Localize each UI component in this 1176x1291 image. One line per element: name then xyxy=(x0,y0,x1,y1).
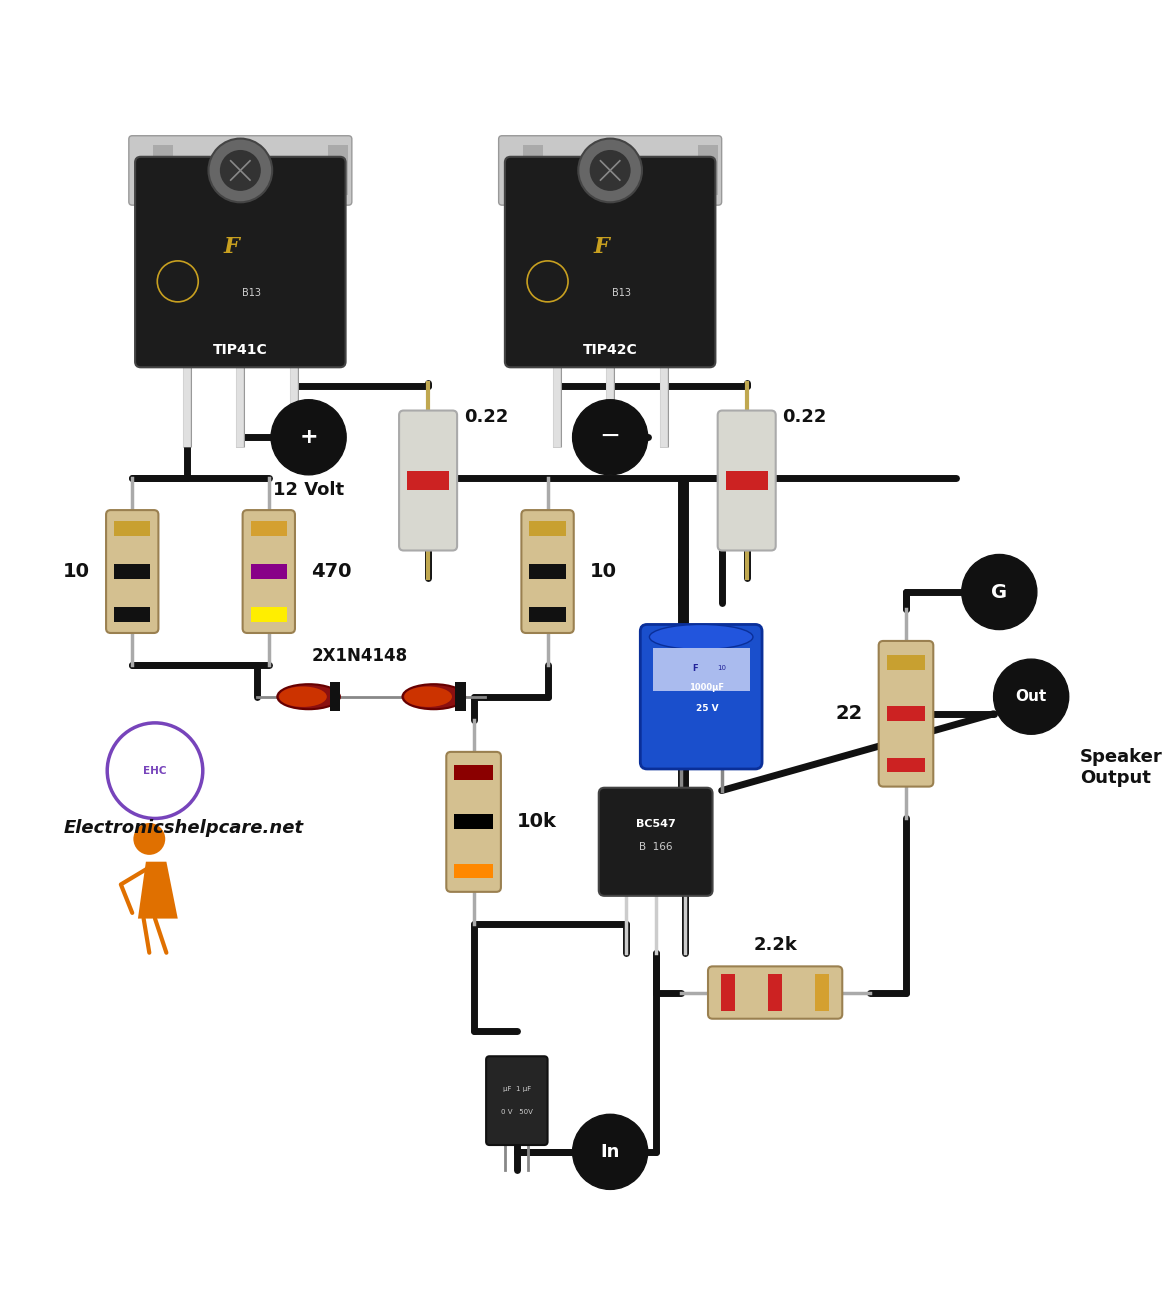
Text: 0.22: 0.22 xyxy=(782,408,827,426)
FancyBboxPatch shape xyxy=(499,136,722,205)
Bar xyxy=(454,864,493,878)
Bar xyxy=(407,471,449,489)
FancyBboxPatch shape xyxy=(717,411,776,550)
Bar xyxy=(330,682,341,711)
Bar xyxy=(607,833,704,889)
Bar xyxy=(250,607,287,621)
Bar xyxy=(250,564,287,578)
Text: F: F xyxy=(693,664,699,673)
FancyBboxPatch shape xyxy=(599,788,713,896)
Bar xyxy=(529,522,566,536)
Circle shape xyxy=(133,822,166,855)
Bar xyxy=(768,975,782,1011)
Bar xyxy=(529,564,566,578)
Bar xyxy=(455,682,466,711)
Text: 10: 10 xyxy=(717,665,726,671)
Bar xyxy=(887,758,926,772)
Bar xyxy=(454,766,493,780)
FancyBboxPatch shape xyxy=(486,1056,548,1145)
FancyBboxPatch shape xyxy=(242,510,295,633)
Text: 2X1N4148: 2X1N4148 xyxy=(312,647,408,665)
FancyBboxPatch shape xyxy=(447,751,501,892)
Bar xyxy=(114,607,151,621)
Bar xyxy=(114,522,151,536)
Text: EHC: EHC xyxy=(143,766,167,776)
Bar xyxy=(815,975,829,1011)
Circle shape xyxy=(107,723,202,818)
Text: TIP42C: TIP42C xyxy=(583,342,637,356)
FancyBboxPatch shape xyxy=(521,510,574,633)
Ellipse shape xyxy=(405,687,452,707)
Circle shape xyxy=(270,400,346,475)
Circle shape xyxy=(208,138,272,203)
Circle shape xyxy=(962,554,1037,630)
Text: Out: Out xyxy=(1016,689,1047,704)
Bar xyxy=(153,146,173,195)
Text: 25 V: 25 V xyxy=(695,704,719,713)
Circle shape xyxy=(220,150,261,191)
Bar xyxy=(522,146,543,195)
Ellipse shape xyxy=(402,684,465,709)
Text: 2.2k: 2.2k xyxy=(753,936,797,954)
Ellipse shape xyxy=(278,684,340,709)
Polygon shape xyxy=(138,861,178,919)
Text: BC547: BC547 xyxy=(636,820,675,829)
Text: F: F xyxy=(223,236,239,258)
FancyBboxPatch shape xyxy=(106,510,159,633)
FancyBboxPatch shape xyxy=(135,156,346,368)
Text: 10k: 10k xyxy=(516,812,556,831)
Text: In: In xyxy=(601,1143,620,1161)
Text: 10: 10 xyxy=(64,562,91,581)
FancyBboxPatch shape xyxy=(878,640,934,786)
Bar xyxy=(250,522,287,536)
Circle shape xyxy=(573,1114,648,1189)
Circle shape xyxy=(579,138,642,203)
FancyBboxPatch shape xyxy=(505,156,715,368)
Circle shape xyxy=(573,400,648,475)
Ellipse shape xyxy=(279,687,327,707)
Circle shape xyxy=(994,660,1069,735)
Text: ─: ─ xyxy=(602,425,617,449)
Text: 12 Volt: 12 Volt xyxy=(273,480,345,498)
Bar xyxy=(454,815,493,829)
Text: 470: 470 xyxy=(310,562,352,581)
Bar xyxy=(529,607,566,621)
Text: 22: 22 xyxy=(835,705,863,723)
Text: μF  1 μF: μF 1 μF xyxy=(502,1086,532,1092)
Text: 0.22: 0.22 xyxy=(463,408,508,426)
Text: TIP41C: TIP41C xyxy=(213,342,268,356)
FancyBboxPatch shape xyxy=(640,625,762,769)
Circle shape xyxy=(589,150,630,191)
Ellipse shape xyxy=(649,625,753,649)
FancyBboxPatch shape xyxy=(129,136,352,205)
Bar xyxy=(887,706,926,722)
Bar xyxy=(328,146,348,195)
Bar xyxy=(114,564,151,578)
Bar xyxy=(726,471,768,489)
Text: Electronicshelpcare.net: Electronicshelpcare.net xyxy=(64,818,305,837)
Text: 10: 10 xyxy=(589,562,616,581)
Bar xyxy=(721,975,735,1011)
Text: B13: B13 xyxy=(612,288,632,298)
Bar xyxy=(653,648,749,691)
Text: G: G xyxy=(991,582,1008,602)
Text: +: + xyxy=(300,427,318,447)
Text: B13: B13 xyxy=(242,288,261,298)
Text: 0 V   50V: 0 V 50V xyxy=(501,1109,533,1115)
FancyBboxPatch shape xyxy=(708,967,842,1019)
FancyBboxPatch shape xyxy=(399,411,457,550)
Text: F: F xyxy=(593,236,609,258)
Text: 1000μF: 1000μF xyxy=(689,683,724,692)
Bar xyxy=(887,655,926,670)
Bar xyxy=(697,146,719,195)
Text: Speaker
Output: Speaker Output xyxy=(1080,747,1163,786)
Text: B  166: B 166 xyxy=(639,842,673,852)
